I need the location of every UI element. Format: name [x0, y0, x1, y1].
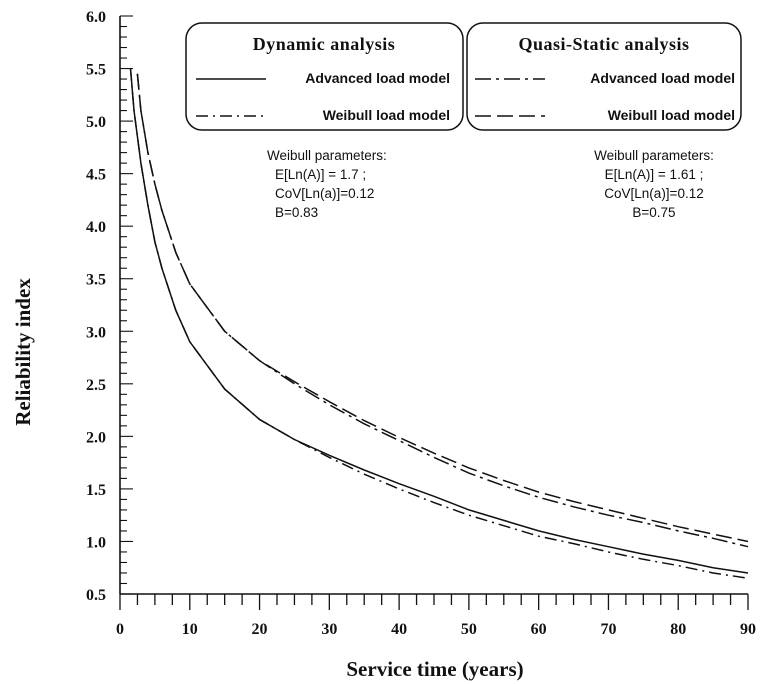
legend-label: Advanced load model [305, 70, 450, 86]
legend-label: Weibull load model [323, 107, 450, 123]
x-tick-label: 60 [531, 621, 547, 638]
plot-area [119, 16, 748, 595]
series-line-3 [136, 73, 749, 548]
weibull-note: E[Ln(A)] = 1.7 ; [275, 167, 366, 182]
series-line-4 [136, 73, 749, 543]
x-tick-label: 80 [670, 621, 686, 638]
weibull-note: Weibull parameters: [267, 148, 387, 163]
x-tick-label: 70 [600, 621, 616, 638]
legend-box [185, 22, 464, 131]
weibull-note: CoV[Ln(a)]=0.12 [275, 186, 374, 201]
y-tick-label: 0.5 [86, 587, 106, 604]
x-tick-label: 90 [740, 621, 756, 638]
y-tick-label: 2.5 [86, 377, 106, 394]
x-tick-label: 40 [391, 621, 407, 638]
series-line-1 [129, 68, 749, 574]
y-tick-label: 2.0 [86, 429, 106, 446]
legend-label: Weibull load model [608, 107, 735, 123]
x-axis-ticks: 0 10 20 30 40 50 60 70 80 90 [116, 621, 756, 638]
legend-title: Quasi-Static analysis [518, 34, 689, 54]
y-tick-label: 1.0 [86, 534, 106, 551]
y-tick-label: 3.0 [86, 324, 106, 341]
legend-title: Dynamic analysis [253, 34, 396, 54]
x-axis-label: Service time (years) [346, 657, 523, 681]
y-tick-label: 3.5 [86, 272, 106, 289]
legend-label: Advanced load model [590, 70, 735, 86]
y-axis-ticks: 0.5 1.0 1.5 2.0 2.5 3.0 3.5 4.0 4.5 5.0 5.5 6.0 [86, 9, 106, 604]
y-tick-label: 4.5 [86, 167, 106, 184]
x-tick-label: 20 [252, 621, 268, 638]
x-tick-label: 10 [182, 621, 198, 638]
series-layer [129, 68, 749, 579]
weibull-note: CoV[Ln(a)]=0.12 [604, 186, 703, 201]
y-axis-label: Reliability index [11, 278, 35, 426]
weibull-note: E[Ln(A)] = 1.61 ; [605, 167, 704, 182]
minor-ticks [119, 15, 749, 610]
series-line-2 [129, 68, 749, 579]
weibull-note: B=0.83 [275, 205, 318, 220]
x-tick-label: 30 [321, 621, 337, 638]
x-tick-label: 50 [461, 621, 477, 638]
legend-box [466, 22, 742, 131]
weibull-note: Weibull parameters: [594, 148, 714, 163]
weibull-note: B=0.75 [632, 205, 675, 220]
y-tick-label: 6.0 [86, 9, 106, 26]
y-tick-label: 5.0 [86, 114, 106, 131]
y-tick-label: 5.5 [86, 62, 106, 79]
x-tick-label: 0 [116, 621, 124, 638]
legend-layer: Dynamic analysis Advanced load model Weibu… [185, 22, 742, 220]
y-tick-label: 4.0 [86, 219, 106, 236]
y-tick-label: 1.5 [86, 482, 106, 499]
